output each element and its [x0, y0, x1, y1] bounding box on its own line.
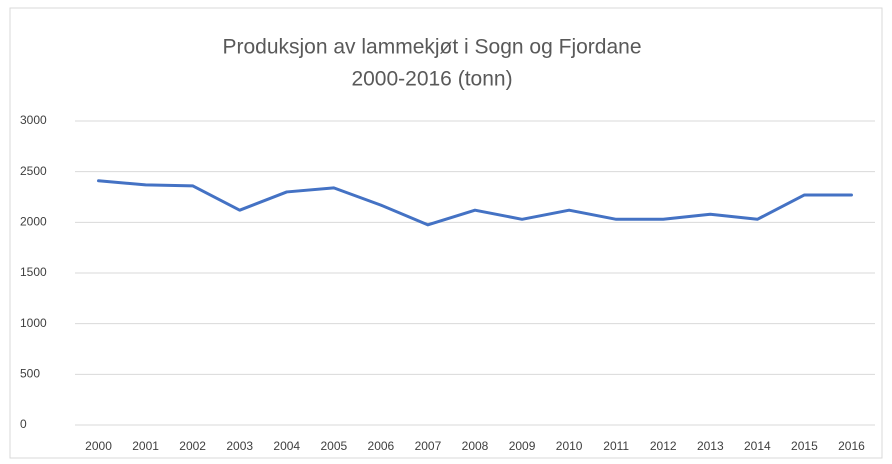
- data-line: [97, 179, 853, 227]
- y-tick-label: 2000: [20, 215, 47, 229]
- x-tick-label: 2004: [273, 439, 300, 453]
- x-tick-label: 2003: [226, 439, 253, 453]
- chart-title: Produksjon av lammekjøt i Sogn og Fjorda…: [222, 36, 641, 59]
- x-tick-label: 2010: [556, 439, 583, 453]
- x-tick-label: 2000: [85, 439, 112, 453]
- x-tick-label: 2007: [415, 439, 442, 453]
- x-tick-label: 2006: [368, 439, 395, 453]
- y-tick-label: 3000: [20, 113, 47, 127]
- x-tick-label: 2012: [650, 439, 677, 453]
- x-tick-label: 2011: [603, 439, 629, 453]
- x-tick-label: 2014: [744, 439, 771, 453]
- y-tick-label: 0: [20, 417, 27, 431]
- x-tick-label: 2013: [697, 439, 724, 453]
- y-tick-label: 1500: [20, 265, 47, 279]
- y-tick-label: 1000: [20, 316, 47, 330]
- x-tick-label: 2008: [462, 439, 489, 453]
- chart-title: 2000-2016 (tonn): [351, 68, 512, 91]
- y-tick-label: 2500: [20, 164, 47, 178]
- x-tick-label: 2001: [132, 439, 159, 453]
- x-tick-label: 2016: [838, 439, 865, 453]
- y-tick-label: 500: [20, 367, 40, 381]
- x-tick-label: 2015: [791, 439, 818, 453]
- x-tick-label: 2005: [320, 439, 347, 453]
- x-tick-label: 2009: [509, 439, 536, 453]
- x-tick-label: 2002: [179, 439, 206, 453]
- chart-border: [9, 7, 883, 459]
